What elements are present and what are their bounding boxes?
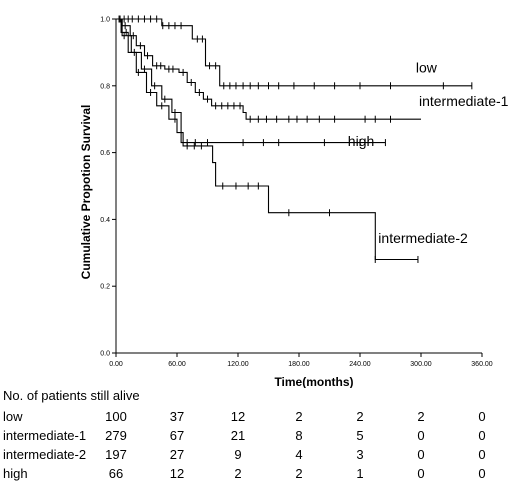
risk-row-high: high 66 12 2 2 1 0 0 <box>0 466 520 484</box>
x-tick-label: 0.00 <box>109 361 123 368</box>
curve-label-low: low <box>416 59 438 75</box>
risk-row-label: high <box>3 466 28 481</box>
risk-count-cell: 2 <box>417 409 425 424</box>
risk-count-cell: 4 <box>295 447 303 462</box>
curve-label-intermediate-2: intermediate-2 <box>378 230 468 246</box>
risk-count-cell: 0 <box>478 428 486 443</box>
y-tick-label: 0.0 <box>100 351 110 358</box>
risk-count-cell: 67 <box>169 428 185 443</box>
y-tick-label: 0.4 <box>100 217 110 224</box>
risk-count-cell: 100 <box>105 409 127 424</box>
risk-count-cell: 5 <box>356 428 364 443</box>
risk-count-cell: 1 <box>356 466 364 481</box>
risk-table-heading: No. of patients still alive <box>3 388 140 403</box>
x-tick-label: 240.00 <box>349 361 371 368</box>
x-tick-label: 60.00 <box>168 361 186 368</box>
risk-count-cell: 66 <box>108 466 124 481</box>
x-tick-label: 300.00 <box>410 361 432 368</box>
survival-curve-high <box>116 18 386 144</box>
y-tick-label: 0.8 <box>100 83 110 90</box>
x-tick-label: 360.00 <box>471 361 493 368</box>
x-tick-label: 120.00 <box>227 361 249 368</box>
risk-count-cell: 3 <box>356 447 364 462</box>
risk-count-cell: 27 <box>169 447 185 462</box>
risk-count-cell: 2 <box>295 409 303 424</box>
y-tick-label: 0.2 <box>100 284 110 291</box>
risk-count-cell: 2 <box>295 466 303 481</box>
risk-row-label: low <box>3 409 23 424</box>
chart-axes: 0.0 0.2 0.4 0.6 0.8 1.0 0.00 60.00 120.00 180.00 2… <box>100 17 493 369</box>
curve-label-high: high <box>348 133 374 149</box>
chart-labels: Time(months) Cumulative Propotion Surviva… <box>79 59 509 388</box>
risk-count-cell: 9 <box>234 447 242 462</box>
chart-series <box>116 15 473 263</box>
risk-count-cell: 279 <box>105 428 127 443</box>
y-tick-label: 0.6 <box>100 150 110 157</box>
risk-row-label: intermediate-2 <box>3 447 87 462</box>
survival-curve-low <box>116 18 472 87</box>
risk-count-cell: 2 <box>234 466 242 481</box>
x-axis-title: Time(months) <box>274 375 353 388</box>
curve-label-intermediate-1: intermediate-1 <box>419 93 509 109</box>
y-tick-label: 1.0 <box>100 17 110 24</box>
risk-count-cell: 0 <box>417 447 425 462</box>
y-axis-title: Cumulative Propotion Survival <box>79 105 93 280</box>
x-tick-label: 180.00 <box>288 361 310 368</box>
risk-row-intermediate-1: intermediate-1 279 67 21 8 5 0 0 <box>0 428 520 446</box>
risk-count-cell: 12 <box>169 466 185 481</box>
risk-count-cell: 197 <box>105 447 127 462</box>
risk-count-cell: 0 <box>417 428 425 443</box>
risk-row-intermediate-2: intermediate-2 197 27 9 4 3 0 0 <box>0 447 520 465</box>
risk-count-cell: 12 <box>230 409 246 424</box>
survival-chart: 0.0 0.2 0.4 0.6 0.8 1.0 0.00 60.00 120.00 180.00 2… <box>79 15 509 388</box>
risk-count-cell: 0 <box>478 466 486 481</box>
risk-count-cell: 37 <box>169 409 185 424</box>
risk-count-cell: 2 <box>356 409 364 424</box>
risk-count-cell: 0 <box>417 466 425 481</box>
risk-count-cell: 0 <box>478 447 486 462</box>
risk-row-low: low 100 37 12 2 2 2 0 <box>0 409 520 427</box>
risk-count-cell: 0 <box>478 409 486 424</box>
risk-count-cell: 21 <box>230 428 246 443</box>
risk-count-cell: 8 <box>295 428 303 443</box>
risk-row-label: intermediate-1 <box>3 428 87 443</box>
